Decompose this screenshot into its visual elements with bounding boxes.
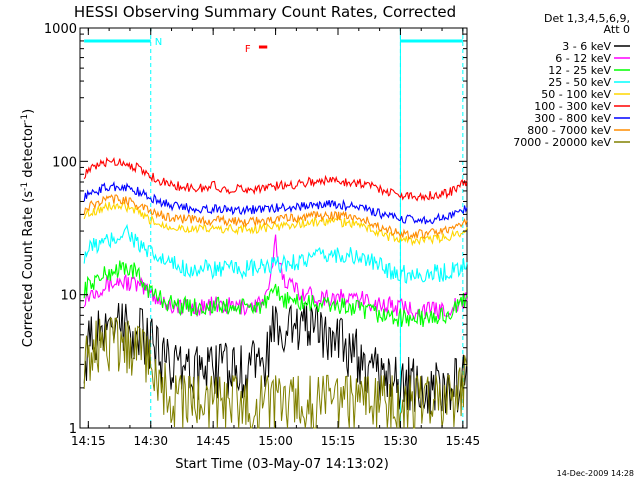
legend-header: Att 0 (604, 23, 630, 36)
x-tick-label: 14:30 (133, 434, 168, 448)
x-tick-label: 14:45 (196, 434, 231, 448)
legend-label: 25 - 50 keV (548, 76, 611, 89)
series-line-6 (83, 156, 468, 202)
x-tick-label: 15:15 (321, 434, 356, 448)
series-layer (83, 156, 468, 429)
y-tick-label: 100 (52, 155, 77, 170)
flare-label: F (245, 44, 251, 55)
legend-label: 100 - 300 keV (534, 100, 611, 113)
series-line-9 (83, 317, 468, 429)
y-tick-label: 1 (69, 422, 77, 437)
x-tick-label: 15:00 (258, 434, 293, 448)
annotation-layer: NF (84, 28, 464, 428)
legend-label: 6 - 12 keV (555, 52, 611, 65)
legend-label: 7000 - 20000 keV (513, 136, 611, 149)
legend-label: 300 - 800 keV (534, 112, 611, 125)
plot-area: NF 14:15 14:30 14:45 15:00 15:15 15:30 15:4511… (44, 22, 480, 448)
series-line-8 (83, 194, 468, 240)
chart-title: HESSI Observing Summary Count Rates, Cor… (74, 3, 456, 21)
legend-label: 800 - 7000 keV (527, 124, 611, 137)
series-line-7 (83, 180, 468, 225)
y-axis-label: Corrected Count Rate (s-1 detector-1) (20, 109, 36, 347)
series-line-1 (83, 302, 468, 415)
footer-timestamp: 14-Dec-2009 14:28 (557, 469, 634, 478)
x-tick-label: 14:15 (71, 434, 106, 448)
y-axis-label-part: Corrected Count Rate (s (21, 191, 36, 348)
y-tick-label: 10 (60, 289, 77, 304)
series-line-5 (83, 201, 468, 247)
x-axis-label: Start Time (03-May-07 14:13:02) (175, 457, 389, 472)
legend-header: Det 1,3,4,5,6,9, (544, 12, 630, 25)
y-tick-label: 1000 (44, 22, 77, 37)
night-label: N (155, 37, 162, 48)
series-line-3 (83, 260, 468, 327)
x-tick-label: 15:30 (383, 434, 418, 448)
legend-label: 50 - 100 keV (541, 88, 611, 101)
tick-layer: 14:15 14:30 14:45 15:00 15:15 15:30 15:45 1 10 10… (44, 22, 480, 448)
y-axis-label-part: -1 (20, 182, 30, 191)
y-axis-label-part: -1 (20, 114, 30, 123)
legend-label: 3 - 6 keV (562, 40, 611, 53)
series-line-2 (83, 234, 468, 320)
y-axis-label-part: detector (21, 122, 36, 182)
y-axis-label-part: ) (21, 109, 36, 114)
legend-label: 12 - 25 keV (548, 64, 611, 77)
series-line-4 (83, 223, 468, 284)
x-tick-label: 15:45 (446, 434, 481, 448)
